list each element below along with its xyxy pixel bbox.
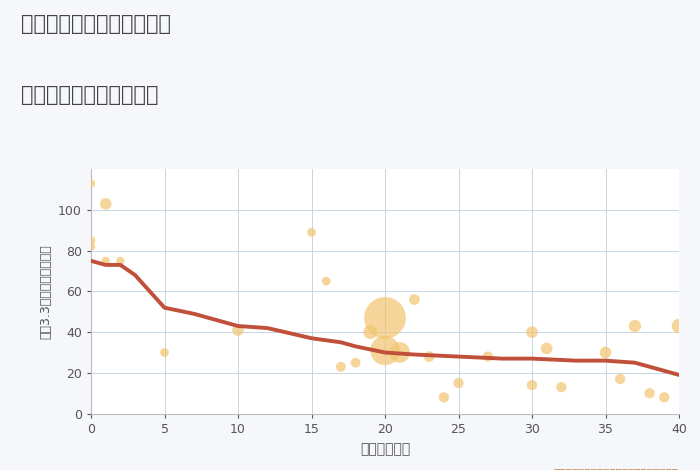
Point: [673, 322, 685, 330]
Point: [115, 257, 126, 265]
Text: 円の大きさは、取引のあった物件面積を示す: 円の大きさは、取引のあった物件面積を示す: [554, 467, 679, 470]
Point: [85, 237, 97, 244]
Point: [629, 322, 641, 330]
Point: [409, 296, 420, 303]
Point: [85, 243, 97, 251]
Point: [394, 349, 405, 356]
Point: [438, 393, 449, 401]
Point: [365, 329, 376, 336]
Point: [350, 359, 361, 367]
Point: [100, 200, 111, 208]
Point: [526, 381, 538, 389]
Point: [379, 314, 391, 321]
Point: [232, 326, 244, 334]
Point: [556, 384, 567, 391]
Point: [600, 349, 611, 356]
Point: [482, 353, 493, 360]
Point: [424, 353, 435, 360]
Point: [321, 277, 332, 285]
Text: 築年数別中古戸建て価格: 築年数別中古戸建て価格: [21, 85, 158, 105]
Y-axis label: 坪（3.3㎡）単価（万円）: 坪（3.3㎡）単価（万円）: [39, 244, 52, 339]
Point: [526, 329, 538, 336]
Point: [453, 379, 464, 387]
Point: [644, 390, 655, 397]
Point: [659, 393, 670, 401]
Point: [379, 347, 391, 354]
X-axis label: 築年数（年）: 築年数（年）: [360, 443, 410, 456]
Point: [100, 257, 111, 265]
Point: [159, 349, 170, 356]
Point: [615, 375, 626, 383]
Text: 三重県津市美里町高座原の: 三重県津市美里町高座原の: [21, 14, 171, 34]
Point: [335, 363, 346, 370]
Point: [85, 180, 97, 187]
Point: [306, 228, 317, 236]
Point: [541, 345, 552, 352]
